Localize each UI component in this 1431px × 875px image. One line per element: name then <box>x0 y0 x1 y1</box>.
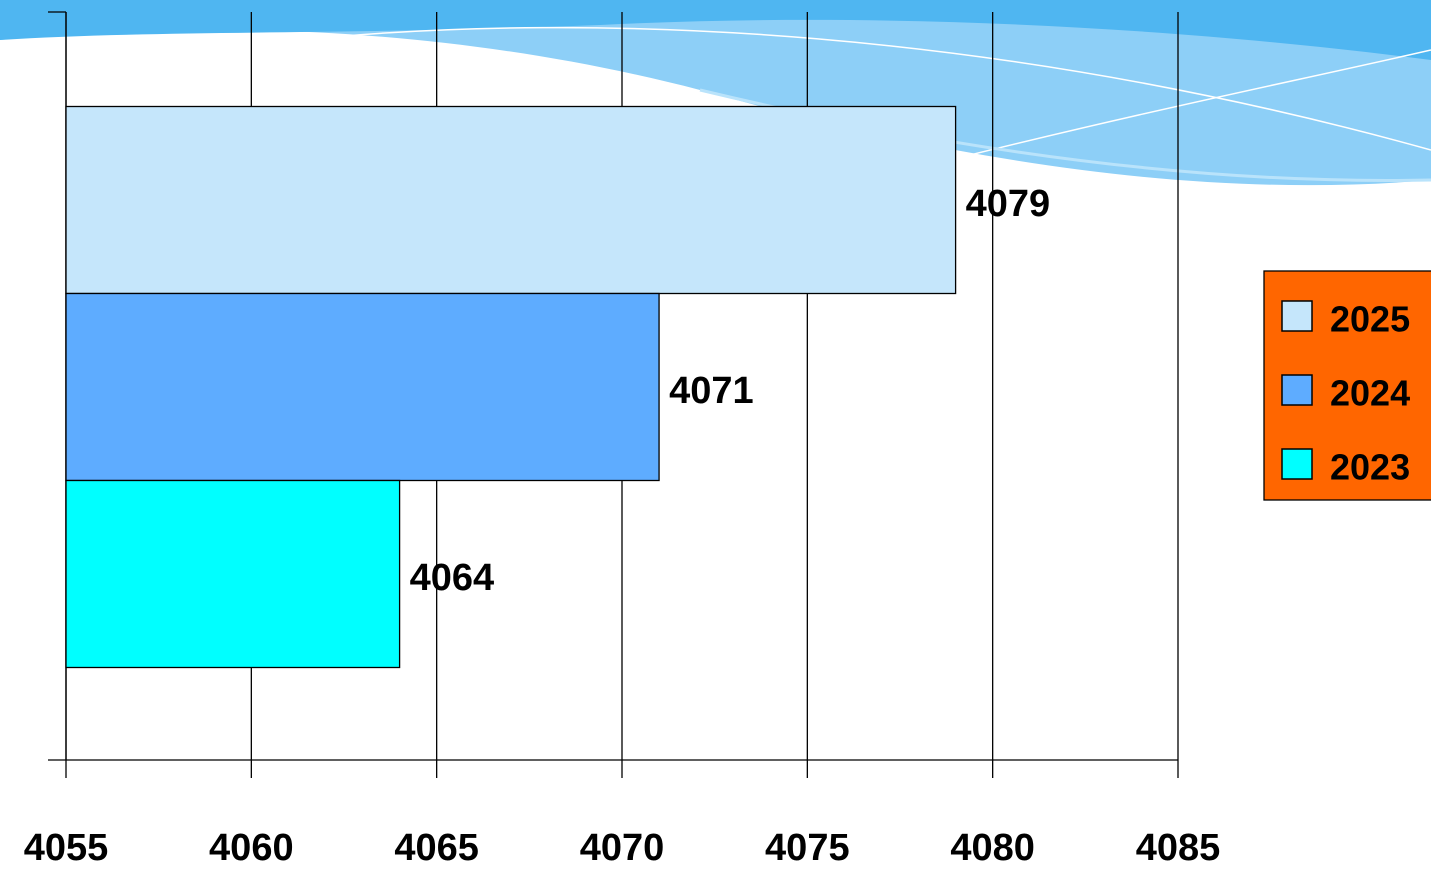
data-label: 4064 <box>410 557 495 599</box>
x-tick-label: 4060 <box>209 827 294 869</box>
legend-swatch <box>1281 300 1313 332</box>
legend-swatch <box>1281 448 1313 480</box>
background-waves <box>0 0 1431 186</box>
x-tick-label: 4075 <box>765 827 850 869</box>
legend-swatch <box>1281 374 1313 406</box>
legend-label: 2024 <box>1330 373 1410 414</box>
legend-label: 2023 <box>1330 447 1410 488</box>
bar <box>65 105 957 295</box>
x-tick-label: 4080 <box>950 827 1035 869</box>
x-tick-label: 4070 <box>580 827 665 869</box>
x-tick-label: 4065 <box>394 827 479 869</box>
data-label: 4079 <box>966 183 1051 225</box>
x-tick-label: 4055 <box>24 827 109 869</box>
bar <box>65 479 401 669</box>
x-tick-label: 4085 <box>1136 827 1221 869</box>
bar <box>65 292 660 482</box>
legend-label: 2025 <box>1330 299 1410 340</box>
data-label: 4071 <box>669 370 754 412</box>
